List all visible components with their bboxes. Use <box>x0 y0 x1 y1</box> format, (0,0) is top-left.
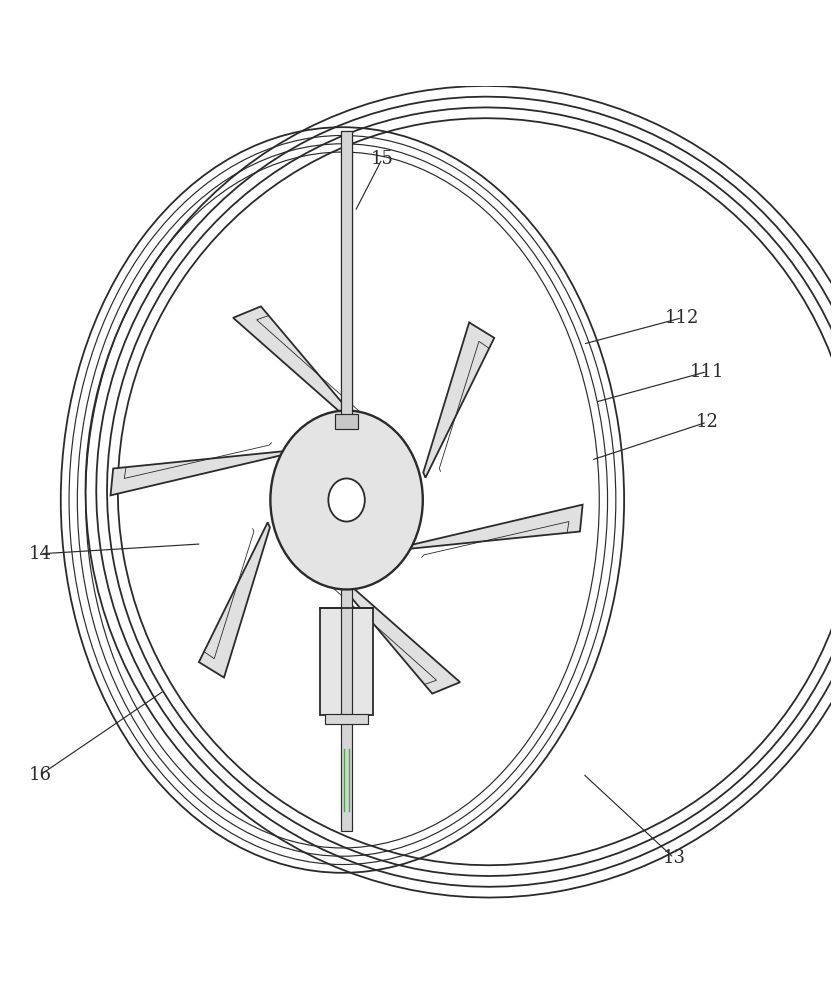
Text: 111: 111 <box>690 363 724 381</box>
Bar <box>341 131 353 415</box>
Polygon shape <box>198 522 270 678</box>
Text: 15: 15 <box>371 150 394 168</box>
Polygon shape <box>408 505 583 549</box>
Bar <box>341 587 353 831</box>
Text: 12: 12 <box>696 413 718 431</box>
Bar <box>320 608 373 715</box>
Ellipse shape <box>329 478 364 522</box>
Bar <box>335 414 358 429</box>
Text: 14: 14 <box>28 545 52 563</box>
Text: 16: 16 <box>28 766 52 784</box>
Text: 13: 13 <box>662 849 686 867</box>
Text: 112: 112 <box>665 309 699 327</box>
Bar <box>325 714 368 724</box>
Polygon shape <box>329 571 460 694</box>
Bar <box>341 131 353 417</box>
Polygon shape <box>111 451 285 495</box>
Bar <box>335 415 358 430</box>
Polygon shape <box>424 322 495 478</box>
Polygon shape <box>234 306 364 429</box>
Ellipse shape <box>270 411 423 589</box>
